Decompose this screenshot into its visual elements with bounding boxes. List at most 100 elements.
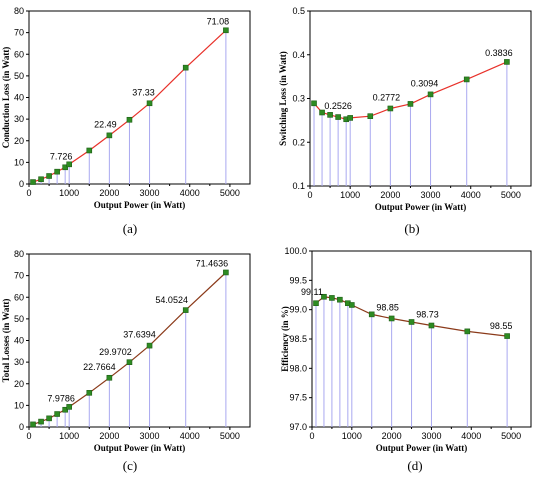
x-axis-title: Output Power (in Watt) [94, 200, 185, 210]
y-tick-label: 0 [19, 422, 24, 432]
data-point [126, 359, 133, 365]
x-tick-label: 0 [309, 431, 314, 441]
data-point [313, 300, 319, 307]
data-label: 7.726 [50, 151, 73, 161]
y-axis-title: Efficiency (in %) [280, 306, 290, 372]
y-tick-label: 30 [14, 357, 24, 367]
data-point [504, 59, 510, 65]
x-tick-label: 1000 [340, 190, 360, 200]
data-point [126, 116, 133, 123]
data-point [388, 315, 395, 322]
x-tick-label: 1000 [59, 431, 79, 441]
data-point [54, 411, 60, 417]
x-axis-title: Output Power (in Watt) [94, 443, 185, 453]
data-point [319, 109, 325, 116]
y-tick-label: 80 [14, 6, 24, 16]
x-tick-label: 5000 [501, 431, 521, 441]
panel-caption: (d) [407, 458, 422, 473]
data-point [329, 295, 335, 301]
data-point [46, 173, 52, 179]
panel-caption: (c) [123, 458, 137, 473]
chart-panel: 0 1000 2000 3000 4000 5000 0 10 20 30 40 50 60 70 80 Ou… [1, 249, 251, 473]
y-tick-label: 10 [14, 400, 24, 410]
y-tick-label: 98.0 [289, 363, 307, 373]
data-label: 22.7664 [83, 362, 116, 372]
x-axis-title: Output Power (in Watt) [376, 443, 467, 453]
y-tick-label: 0.5 [292, 6, 305, 16]
x-tick-label: 2000 [380, 190, 400, 200]
y-tick-label: 10 [14, 157, 24, 167]
panel-caption: (b) [404, 221, 419, 236]
data-point [367, 113, 374, 119]
y-axis-title: Conduction Loss (in Watt) [1, 47, 11, 149]
y-tick-label: 0.4 [292, 50, 305, 60]
x-tick-label: 3000 [421, 190, 441, 200]
data-label: 71.4636 [196, 258, 229, 268]
y-tick-label: 99.0 [289, 305, 307, 315]
y-tick-label: 40 [14, 93, 24, 103]
data-label: 0.3094 [411, 78, 439, 88]
x-tick-label: 5000 [501, 190, 521, 200]
x-tick-label: 3000 [140, 431, 160, 441]
y-tick-label: 97.5 [289, 393, 307, 403]
y-tick-label: 0.2 [292, 137, 305, 147]
data-point [335, 114, 341, 120]
y-tick-label: 60 [14, 49, 24, 59]
data-point [428, 322, 435, 329]
data-point [223, 269, 229, 276]
data-point [38, 418, 44, 425]
data-label: 29.9702 [99, 347, 132, 357]
chart-panel: 0 1000 2000 3000 4000 5000 97.0 97.5 98.0 98.5 99.… [280, 246, 532, 473]
y-tick-label: 97.0 [289, 422, 307, 432]
y-tick-label: 80 [14, 249, 24, 259]
x-tick-label: 0 [307, 190, 312, 200]
chart-panel: 0 1000 2000 3000 4000 5000 0.1 0.2 0.3 0.4 0.5 Outp… [278, 6, 532, 236]
data-point [368, 311, 375, 318]
x-tick-label: 4000 [461, 190, 481, 200]
data-point [387, 105, 394, 112]
data-point [62, 164, 68, 171]
data-label: 22.49 [94, 119, 117, 129]
data-point [321, 293, 327, 300]
y-tick-label: 0 [19, 179, 24, 189]
x-tick-label: 0 [26, 431, 31, 441]
data-point [347, 115, 353, 121]
y-tick-label: 100.0 [284, 246, 307, 256]
plot-frame [311, 250, 532, 428]
data-point [46, 415, 52, 422]
data-point [54, 168, 60, 175]
y-tick-label: 60 [14, 292, 24, 302]
x-tick-label: 3000 [140, 188, 160, 198]
y-tick-label: 0.3 [292, 94, 305, 104]
data-point [407, 101, 414, 107]
data-point [86, 390, 93, 396]
x-tick-label: 1000 [342, 431, 362, 441]
data-point [223, 27, 229, 34]
data-label: 98.73 [416, 310, 439, 320]
x-tick-label: 3000 [421, 431, 441, 441]
data-point [66, 404, 72, 410]
data-label: 0.2526 [324, 101, 352, 111]
y-tick-label: 70 [14, 271, 24, 281]
data-label: 37.33 [132, 87, 155, 97]
data-point [463, 76, 470, 83]
x-tick-label: 4000 [461, 431, 481, 441]
x-tick-label: 5000 [220, 188, 240, 198]
y-axis-title: Switching Loss (in Watt) [278, 51, 288, 146]
x-tick-label: 4000 [180, 188, 200, 198]
data-point [62, 406, 68, 413]
y-tick-label: 70 [14, 28, 24, 38]
data-label: 54.0524 [155, 295, 188, 305]
y-tick-label: 0.1 [292, 181, 305, 191]
data-point [337, 296, 343, 303]
data-label: 71.08 [207, 16, 230, 26]
x-axis-title: Output Power (in Watt) [375, 202, 466, 212]
data-label: 99.11 [301, 287, 323, 297]
x-tick-label: 2000 [382, 431, 402, 441]
data-point [146, 342, 153, 349]
y-tick-label: 50 [14, 314, 24, 324]
y-tick-label: 50 [14, 71, 24, 81]
data-label: 7.9786 [47, 394, 75, 404]
x-tick-label: 5000 [220, 431, 240, 441]
